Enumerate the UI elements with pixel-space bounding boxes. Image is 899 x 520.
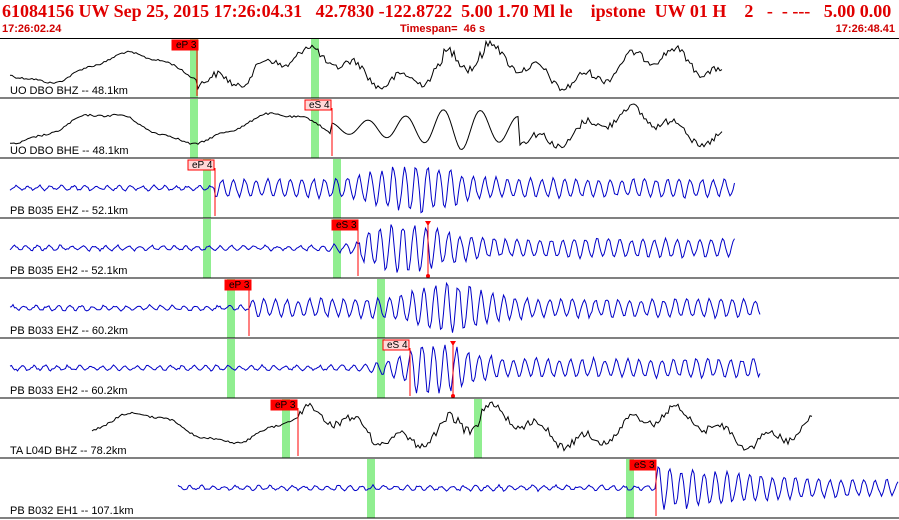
event-title: 61084156 UW Sep 25, 2015 17:26:04.31 42.… bbox=[2, 1, 892, 21]
channel-label: PB B033 EH2 -- 60.2km bbox=[10, 385, 127, 397]
channel-label: UO DBO BHZ -- 48.1km bbox=[10, 85, 128, 97]
phase-pick-label: eP 4 bbox=[192, 160, 213, 171]
waveform-trace bbox=[91, 401, 813, 452]
waveform-trace bbox=[9, 166, 735, 214]
waveform-trace bbox=[9, 281, 761, 333]
waveform-trace bbox=[10, 103, 723, 151]
channel-panel[interactable]: eP 4 PB B035 EHZ -- 52.1km bbox=[0, 159, 899, 219]
phase-pick-label-box[interactable] bbox=[331, 219, 359, 231]
phase-pick-label-box[interactable] bbox=[187, 159, 215, 171]
amplitude-marker-bottom bbox=[426, 274, 430, 278]
phase-marker-bar bbox=[377, 339, 385, 398]
waveform-trace bbox=[9, 224, 735, 273]
channel-label: PB B032 EH1 -- 107.1km bbox=[10, 505, 134, 517]
phase-marker-bar bbox=[227, 279, 235, 338]
phase-marker-bar bbox=[190, 99, 198, 158]
channel-panel[interactable]: eS 3 PB B035 EH2 -- 52.1km bbox=[0, 219, 899, 279]
channel-panel[interactable]: eS 4 UO DBO BHE -- 48.1km bbox=[0, 99, 899, 159]
channel-label: PB B035 EHZ -- 52.1km bbox=[10, 205, 128, 217]
waveform-trace bbox=[9, 39, 723, 92]
phase-marker-bar bbox=[311, 99, 319, 158]
waveform-trace bbox=[177, 465, 899, 510]
phase-pick-label-box[interactable] bbox=[171, 39, 199, 51]
waveform-trace bbox=[9, 344, 761, 394]
phase-pick-label: eP 3 bbox=[176, 40, 197, 51]
channel-panel[interactable]: eS 3 PB B032 EH1 -- 107.1km bbox=[0, 459, 899, 519]
channel-panel[interactable]: eP 3 PB B033 EHZ -- 60.2km bbox=[0, 279, 899, 339]
time-axis-row: 17:26:02.24 Timespan= 46 s 17:26:48.41 bbox=[0, 22, 899, 36]
channel-label: TA L04D BHZ -- 78.2km bbox=[10, 445, 127, 457]
phase-marker-bar bbox=[282, 399, 290, 458]
amplitude-marker-top bbox=[450, 341, 456, 346]
phase-marker-bar bbox=[203, 219, 211, 278]
channel-label: UO DBO BHE -- 48.1km bbox=[10, 145, 129, 157]
phase-pick-label-box[interactable] bbox=[224, 279, 252, 291]
phase-pick-label: eS 3 bbox=[336, 220, 357, 231]
end-time-label: 17:26:48.41 bbox=[835, 23, 895, 35]
event-header: 61084156 UW Sep 25, 2015 17:26:04.31 42.… bbox=[0, 0, 899, 38]
start-time-label: 17:26:02.24 bbox=[2, 23, 62, 35]
amplitude-marker-top bbox=[425, 221, 431, 226]
phase-pick-label-box[interactable] bbox=[270, 399, 298, 411]
phase-pick-label: eP 3 bbox=[229, 280, 250, 291]
phase-pick-label-box[interactable] bbox=[629, 459, 657, 471]
phase-marker-bar bbox=[311, 39, 319, 98]
channel-label: PB B033 EHZ -- 60.2km bbox=[10, 325, 128, 337]
phase-marker-bar bbox=[474, 399, 482, 458]
phase-pick-label: eP 3 bbox=[275, 400, 296, 411]
channel-label: PB B035 EH2 -- 52.1km bbox=[10, 265, 127, 277]
phase-marker-bar bbox=[626, 459, 634, 518]
timespan-label: Timespan= 46 s bbox=[400, 23, 486, 35]
phase-marker-bar bbox=[227, 339, 235, 398]
phase-pick-label: eS 4 bbox=[309, 100, 330, 111]
phase-marker-bar bbox=[190, 39, 198, 98]
seismogram-panel[interactable]: eP 3 UO DBO BHZ -- 48.1km eS 4 UO DBO BHE -… bbox=[0, 38, 899, 520]
phase-marker-bar bbox=[367, 459, 375, 518]
phase-pick-label: eS 4 bbox=[387, 340, 408, 351]
amplitude-marker-bottom bbox=[451, 394, 455, 398]
phase-marker-bar bbox=[333, 159, 341, 218]
channel-panel[interactable]: eP 3 UO DBO BHZ -- 48.1km bbox=[0, 39, 899, 99]
channel-panel[interactable]: eS 4 PB B033 EH2 -- 60.2km bbox=[0, 339, 899, 399]
phase-pick-label-box[interactable] bbox=[382, 339, 410, 351]
seismogram-canvas[interactable]: eP 3 UO DBO BHZ -- 48.1km eS 4 UO DBO BHE -… bbox=[0, 38, 899, 520]
phase-pick-label: eS 3 bbox=[634, 460, 655, 471]
phase-pick-label-box[interactable] bbox=[304, 99, 332, 111]
channel-panel[interactable]: eP 3 TA L04D BHZ -- 78.2km bbox=[0, 399, 899, 459]
